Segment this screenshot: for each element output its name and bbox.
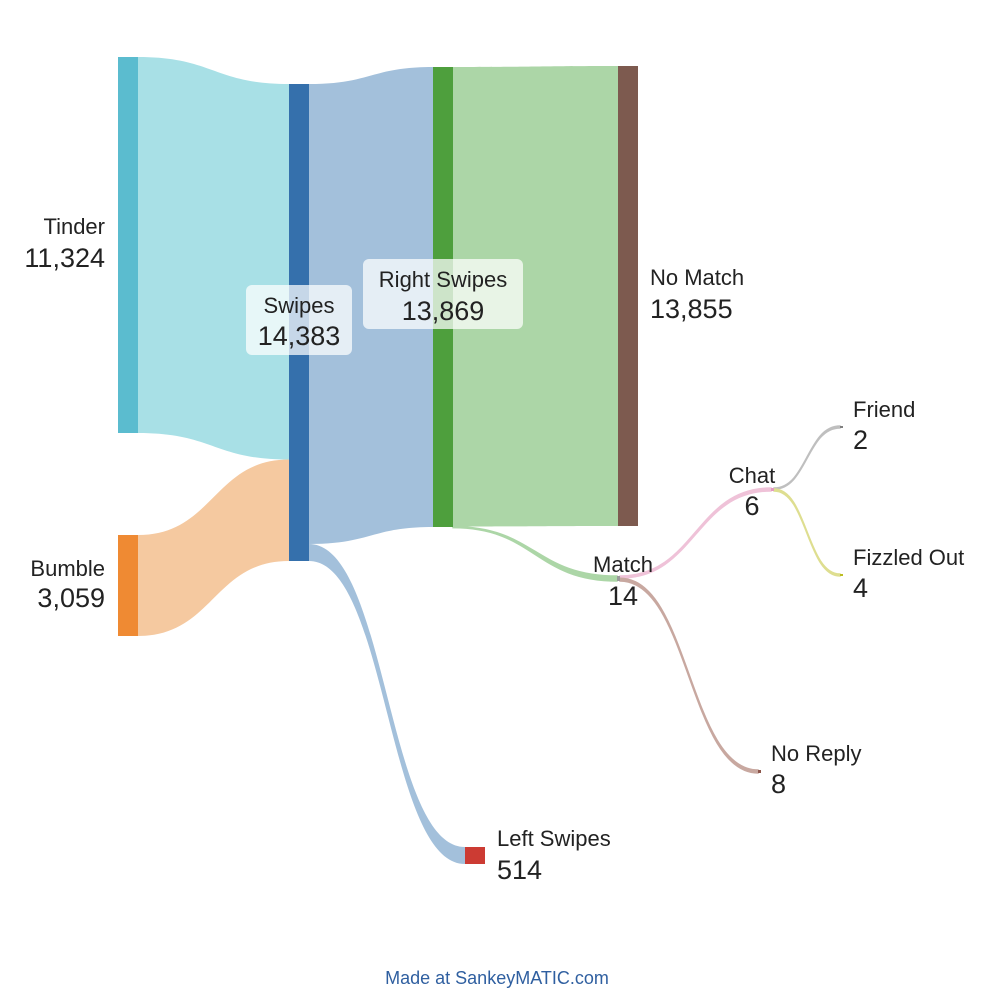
link-chat-to-friend (773, 425, 841, 490)
label-noreply: No Reply 8 (771, 741, 861, 799)
label-fizzled: Fizzled Out 4 (853, 545, 964, 603)
node-value-right: 13,869 (402, 296, 485, 326)
label-match: Match 14 (593, 552, 653, 611)
node-value-tinder: 11,324 (24, 243, 105, 273)
node-noreply (758, 770, 761, 773)
node-name-bumble: Bumble (30, 556, 105, 581)
node-name-match: Match (593, 552, 653, 577)
label-backdrop (246, 285, 352, 355)
node-match (617, 576, 620, 581)
label-tinder: Tinder 11,324 (24, 214, 105, 273)
link-right-to-nomatch (453, 66, 618, 527)
label-left: Left Swipes 514 (497, 826, 611, 885)
node-bumble (118, 535, 138, 636)
link-chat-to-fizzled (773, 488, 841, 577)
node-nomatch (618, 66, 638, 526)
node-name-noreply: No Reply (771, 741, 861, 766)
credit-link[interactable]: Made at SankeyMATIC.com (385, 968, 609, 988)
node-value-nomatch: 13,855 (650, 294, 733, 324)
node-friend (840, 426, 843, 428)
label-backdrop (363, 259, 523, 329)
link-match-to-noreply (619, 577, 759, 774)
node-left (465, 847, 485, 864)
node-fizzled (840, 574, 843, 576)
node-value-swipes: 14,383 (258, 321, 341, 351)
link-tinder-to-swipes (138, 57, 289, 460)
node-tinder (118, 57, 138, 433)
node-value-friend: 2 (853, 425, 868, 455)
node-name-fizzled: Fizzled Out (853, 545, 964, 570)
node-name-left: Left Swipes (497, 826, 611, 851)
node-name-nomatch: No Match (650, 265, 744, 290)
label-friend: Friend 2 (853, 397, 915, 455)
node-value-match: 14 (608, 581, 638, 611)
node-value-left: 514 (497, 855, 542, 885)
node-value-noreply: 8 (771, 769, 786, 799)
link-bumble-to-swipes (138, 459, 289, 636)
label-nomatch: No Match 13,855 (650, 265, 744, 324)
label-right: Right Swipes 13,869 (363, 259, 523, 329)
node-name-chat: Chat (729, 463, 775, 488)
node-name-friend: Friend (853, 397, 915, 422)
links-layer (138, 57, 841, 864)
node-value-fizzled: 4 (853, 573, 868, 603)
node-value-bumble: 3,059 (37, 583, 105, 613)
node-chat (771, 488, 774, 491)
node-name-right: Right Swipes (379, 267, 507, 292)
node-name-swipes: Swipes (264, 293, 335, 318)
node-name-tinder: Tinder (43, 214, 105, 239)
label-swipes: Swipes 14,383 (246, 285, 352, 355)
label-chat: Chat 6 (729, 463, 775, 521)
link-swipes-to-left (309, 543, 465, 864)
node-value-chat: 6 (744, 491, 759, 521)
